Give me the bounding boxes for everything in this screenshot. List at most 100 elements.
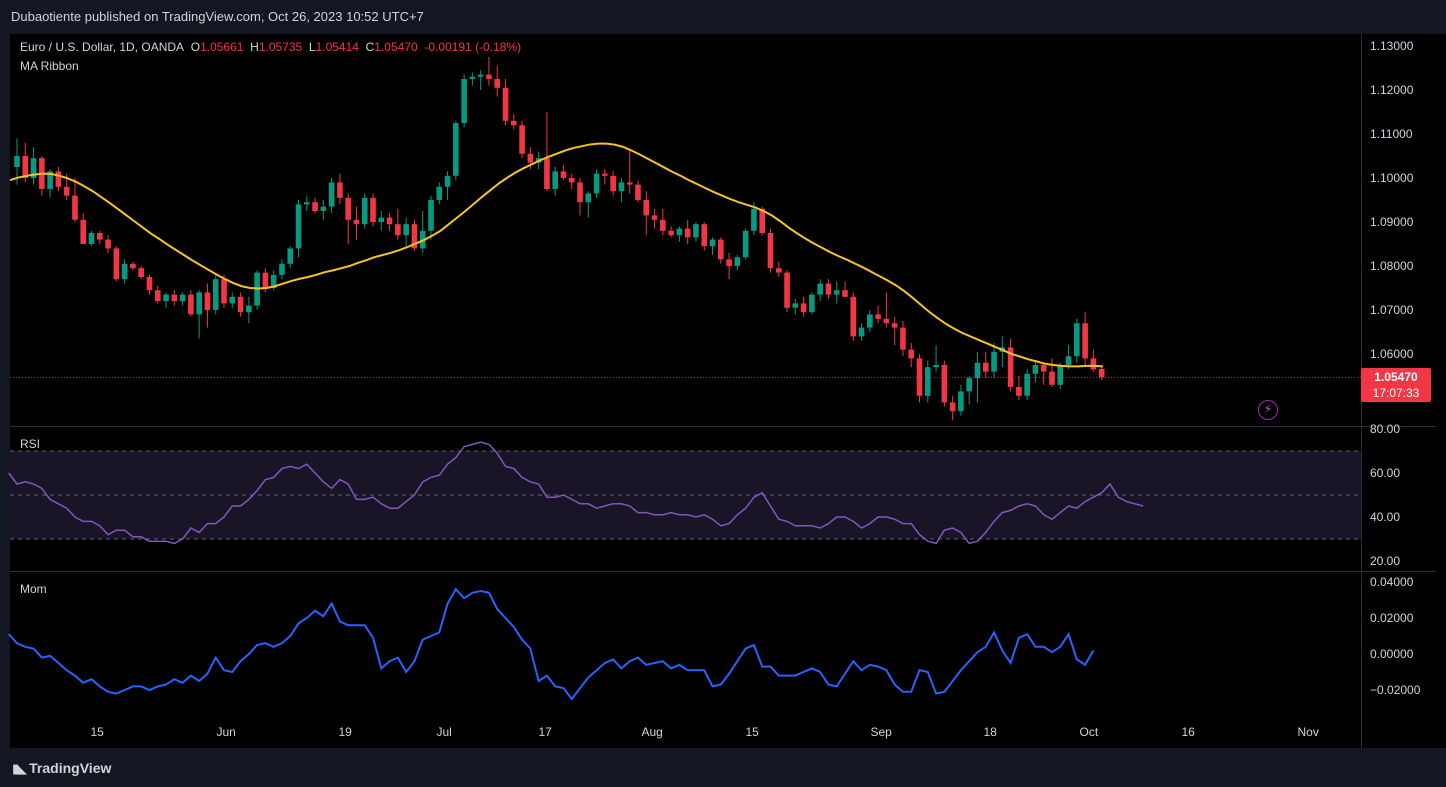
candle-body xyxy=(660,219,666,231)
candle-body xyxy=(1049,371,1055,385)
candle-body xyxy=(941,365,948,403)
candle-body xyxy=(121,263,128,280)
candle-body xyxy=(1016,387,1022,396)
date-tick-label: Aug xyxy=(641,725,663,739)
price-tick-label: 1.07000 xyxy=(1370,303,1414,317)
candle-body xyxy=(22,156,29,178)
candle-body xyxy=(858,327,865,337)
open-label: O xyxy=(190,40,201,54)
candle-body xyxy=(800,303,807,313)
candle-body xyxy=(386,217,393,225)
lightning-icon[interactable]: ⚡ xyxy=(1258,400,1278,420)
candle-body xyxy=(718,239,724,260)
candle-body xyxy=(742,230,749,258)
candle-body xyxy=(453,123,459,176)
candle-body xyxy=(179,294,186,302)
candle-body xyxy=(726,259,732,266)
date-tick-label: 17 xyxy=(538,725,552,739)
candle-body xyxy=(635,184,641,200)
candle-body xyxy=(395,224,401,236)
low-value: 1.05414 xyxy=(315,40,359,54)
candle-body xyxy=(345,197,351,220)
candle-body xyxy=(709,239,716,247)
close-value: 1.05470 xyxy=(374,40,418,54)
candle-body xyxy=(328,182,335,207)
candle-body xyxy=(982,362,989,372)
candle-body xyxy=(14,156,20,167)
candle-body xyxy=(593,173,600,194)
candle-body xyxy=(958,391,964,412)
rsi-line xyxy=(8,441,1144,545)
candle-body xyxy=(461,79,467,123)
candle-body xyxy=(676,228,683,236)
pane-separator-mom[interactable] xyxy=(10,571,1436,572)
candle-body xyxy=(974,362,981,379)
candle-body xyxy=(966,378,972,392)
candle-body xyxy=(759,208,765,233)
bar-countdown: 17:07:33 xyxy=(1372,386,1420,400)
candle-body xyxy=(568,178,575,183)
candle-body xyxy=(72,195,78,220)
candle-body xyxy=(1024,373,1030,396)
candle-body xyxy=(883,318,890,324)
candle-body xyxy=(270,274,277,288)
candle-body xyxy=(775,268,782,273)
rsi-tick-label: 60.00 xyxy=(1370,466,1401,480)
date-tick-label: 19 xyxy=(338,725,352,739)
brand-label: TradingView xyxy=(29,760,112,776)
candle-body xyxy=(287,248,294,264)
symbol-label[interactable]: Euro / U.S. Dollar, 1D, OANDA xyxy=(20,40,185,54)
price-tick-label: 1.06000 xyxy=(1370,347,1414,361)
price-tick-label: 1.11000 xyxy=(1370,127,1413,141)
candle-body xyxy=(809,294,815,313)
mom-tick-label: 0.02000 xyxy=(1370,611,1414,625)
candle-body xyxy=(544,158,550,189)
candle-body xyxy=(767,233,774,269)
mom-tick-label: −0.02000 xyxy=(1370,683,1421,697)
candle-body xyxy=(229,296,236,304)
publisher-bar: Dubaotiente published on TradingView.com… xyxy=(0,0,1446,34)
high-value: 1.05735 xyxy=(258,40,303,54)
candle-body xyxy=(469,76,476,79)
candle-body xyxy=(246,305,252,313)
low-label: L xyxy=(308,40,316,54)
price-tick-label: 1.12000 xyxy=(1370,83,1414,97)
candle-body xyxy=(353,219,360,225)
candle-body xyxy=(320,206,327,211)
candle-body xyxy=(163,294,169,302)
candle-body xyxy=(643,200,650,216)
price-tick-label: 1.08000 xyxy=(1370,259,1414,273)
candle-body xyxy=(684,228,691,238)
candle-body xyxy=(63,186,70,196)
chart-frame[interactable] xyxy=(10,34,1446,748)
candle-body xyxy=(88,233,95,244)
candle-body xyxy=(188,294,194,315)
candle-body xyxy=(55,171,62,187)
price-tick-label: 1.09000 xyxy=(1370,215,1414,229)
tradingview-logo[interactable]: ▮◣ TradingView xyxy=(12,760,111,777)
ma-ribbon-legend[interactable]: MA Ribbon xyxy=(20,59,79,73)
candle-body xyxy=(842,290,848,297)
candle-body xyxy=(436,186,443,200)
last-price: 1.05470 xyxy=(1374,370,1418,384)
rsi-tick-label: 20.00 xyxy=(1370,554,1401,568)
candle-body xyxy=(693,224,699,238)
date-tick-label: Jun xyxy=(216,725,236,739)
candle-body xyxy=(891,323,898,328)
candle-body xyxy=(30,158,37,178)
candle-body xyxy=(196,292,202,315)
candle-body xyxy=(370,197,376,222)
change-value: -0.00191 (-0.18%) xyxy=(424,40,522,54)
rsi-label[interactable]: RSI xyxy=(20,437,41,451)
ma-ribbon-label[interactable]: MA Ribbon xyxy=(20,59,79,73)
candle-body xyxy=(171,294,178,302)
mom-tick-label: 0.00000 xyxy=(1370,647,1414,661)
candle-body xyxy=(97,233,103,240)
candle-body xyxy=(867,314,873,328)
candle-body xyxy=(444,175,451,187)
candle-body xyxy=(403,224,409,236)
mom-label[interactable]: Mom xyxy=(20,582,47,596)
pane-separator-rsi[interactable] xyxy=(10,426,1436,427)
candle-body xyxy=(80,219,87,244)
